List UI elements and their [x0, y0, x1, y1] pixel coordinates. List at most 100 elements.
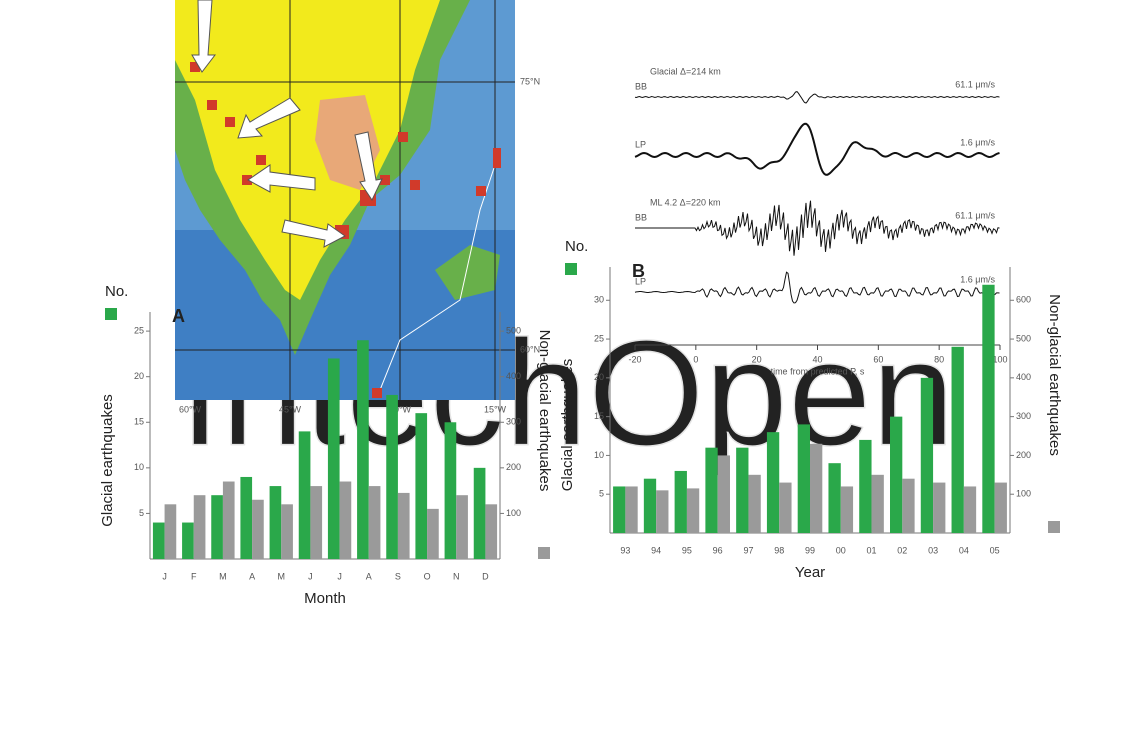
y-top-label: No.: [105, 283, 128, 300]
y-tick-label: 10: [594, 450, 604, 460]
bar: [920, 377, 934, 533]
x-tick-label: 02: [897, 545, 907, 555]
bar: [444, 422, 457, 559]
bar: [240, 476, 253, 559]
tick-label: 20: [752, 354, 762, 364]
panel-label: A: [172, 306, 185, 326]
x-tick-label: 93: [620, 545, 630, 555]
bar: [427, 508, 439, 559]
trace: [634, 122, 1000, 176]
iceland: [435, 245, 500, 300]
x-tick-label: N: [453, 571, 460, 581]
station: BB: [635, 81, 647, 91]
trace-title: ML 4.2 Δ=220 km: [650, 197, 720, 207]
x-tick-label: D: [482, 571, 489, 581]
bar: [810, 443, 823, 533]
x-tick-label: M: [278, 571, 286, 581]
x-tick-label: 98: [774, 545, 784, 555]
scale: 1.6 μm/s: [960, 137, 995, 147]
bar: [797, 424, 810, 533]
x-tick-label: 00: [836, 545, 846, 555]
y2-tick-label: 400: [1016, 372, 1031, 382]
station: LP: [635, 276, 646, 286]
x-tick-label: 01: [867, 545, 877, 555]
graticule: [175, 0, 515, 400]
arrows: [191, 0, 383, 248]
bar: [193, 495, 206, 559]
bar: [164, 504, 177, 559]
map: 75°N 60°N 60°W 45°W 30°W 15°W: [175, 0, 540, 414]
y-tick-label: 15: [134, 417, 144, 427]
bar: [933, 482, 946, 533]
x-label: Year: [795, 564, 825, 581]
x-tick-label: J: [308, 571, 313, 581]
bar: [890, 416, 903, 533]
x-tick-label: 97: [743, 545, 753, 555]
y-tick-label: 10: [134, 462, 144, 472]
y2-tick-label: 500: [1016, 333, 1031, 343]
bar: [211, 495, 223, 559]
x-tick-label: 05: [990, 545, 1000, 555]
bar: [473, 467, 486, 559]
bar: [736, 447, 749, 533]
x-tick-label: S: [395, 571, 401, 581]
lon-label: 30°W: [389, 404, 412, 414]
tick-label: 40: [812, 354, 822, 364]
lon-label: 45°W: [279, 404, 302, 414]
y2-tick-label: 200: [1016, 450, 1031, 460]
bar: [779, 482, 792, 533]
bar: [269, 486, 282, 559]
y2-tick-label: 200: [506, 462, 521, 472]
bar: [840, 486, 854, 533]
x-tick-label: 04: [959, 545, 969, 555]
y2-tick-label: 400: [506, 371, 521, 381]
trace-title: Glacial Δ=214 km: [650, 66, 721, 76]
y-tick-label: 25: [594, 333, 604, 343]
bar: [656, 490, 669, 533]
y-tick-label: 25: [134, 325, 144, 335]
bar: [828, 463, 841, 533]
bar: [298, 431, 311, 559]
panel-label: B: [632, 261, 645, 281]
y2-tick-label: 300: [506, 417, 521, 427]
bar: [982, 284, 995, 533]
bar: [717, 455, 730, 533]
legend-swatch: [538, 547, 550, 559]
bar: [748, 474, 761, 533]
trace: [635, 200, 1000, 256]
legend-swatch: [105, 308, 117, 320]
bar: [902, 478, 915, 533]
trace: [634, 271, 1000, 304]
y-tick-label: 5: [599, 489, 604, 499]
lat-label: 60°N: [520, 344, 540, 354]
bar: [339, 481, 352, 559]
x-tick-label: 94: [651, 545, 661, 555]
scale: 1.6 μm/s: [960, 274, 995, 284]
bar: [625, 486, 638, 533]
bar: [252, 499, 264, 559]
station: BB: [635, 212, 647, 222]
bar: [766, 432, 780, 533]
y2-tick-label: 300: [1016, 411, 1031, 421]
x-tick-label: A: [249, 571, 255, 581]
bar: [456, 495, 468, 559]
x-tick-label: O: [424, 571, 431, 581]
x-tick-label: M: [219, 571, 227, 581]
scale: 61.1 μm/s: [955, 210, 995, 220]
legend-entry: Glacial earthquakes: [559, 359, 576, 492]
bar: [310, 486, 323, 559]
y-tick-label: 30: [594, 295, 604, 305]
bar: [951, 346, 964, 533]
station: LP: [635, 139, 646, 149]
axis-label: time from predicted P, s: [771, 366, 865, 376]
lon-label: 60°W: [179, 404, 202, 414]
trace: [634, 91, 1000, 104]
x-tick-label: 95: [682, 545, 692, 555]
bar: [368, 486, 381, 559]
bar: [643, 478, 657, 533]
bar: [182, 522, 194, 559]
y-tick-label: 20: [594, 372, 604, 382]
tick-label: -20: [628, 354, 641, 364]
x-tick-label: 03: [928, 545, 938, 555]
